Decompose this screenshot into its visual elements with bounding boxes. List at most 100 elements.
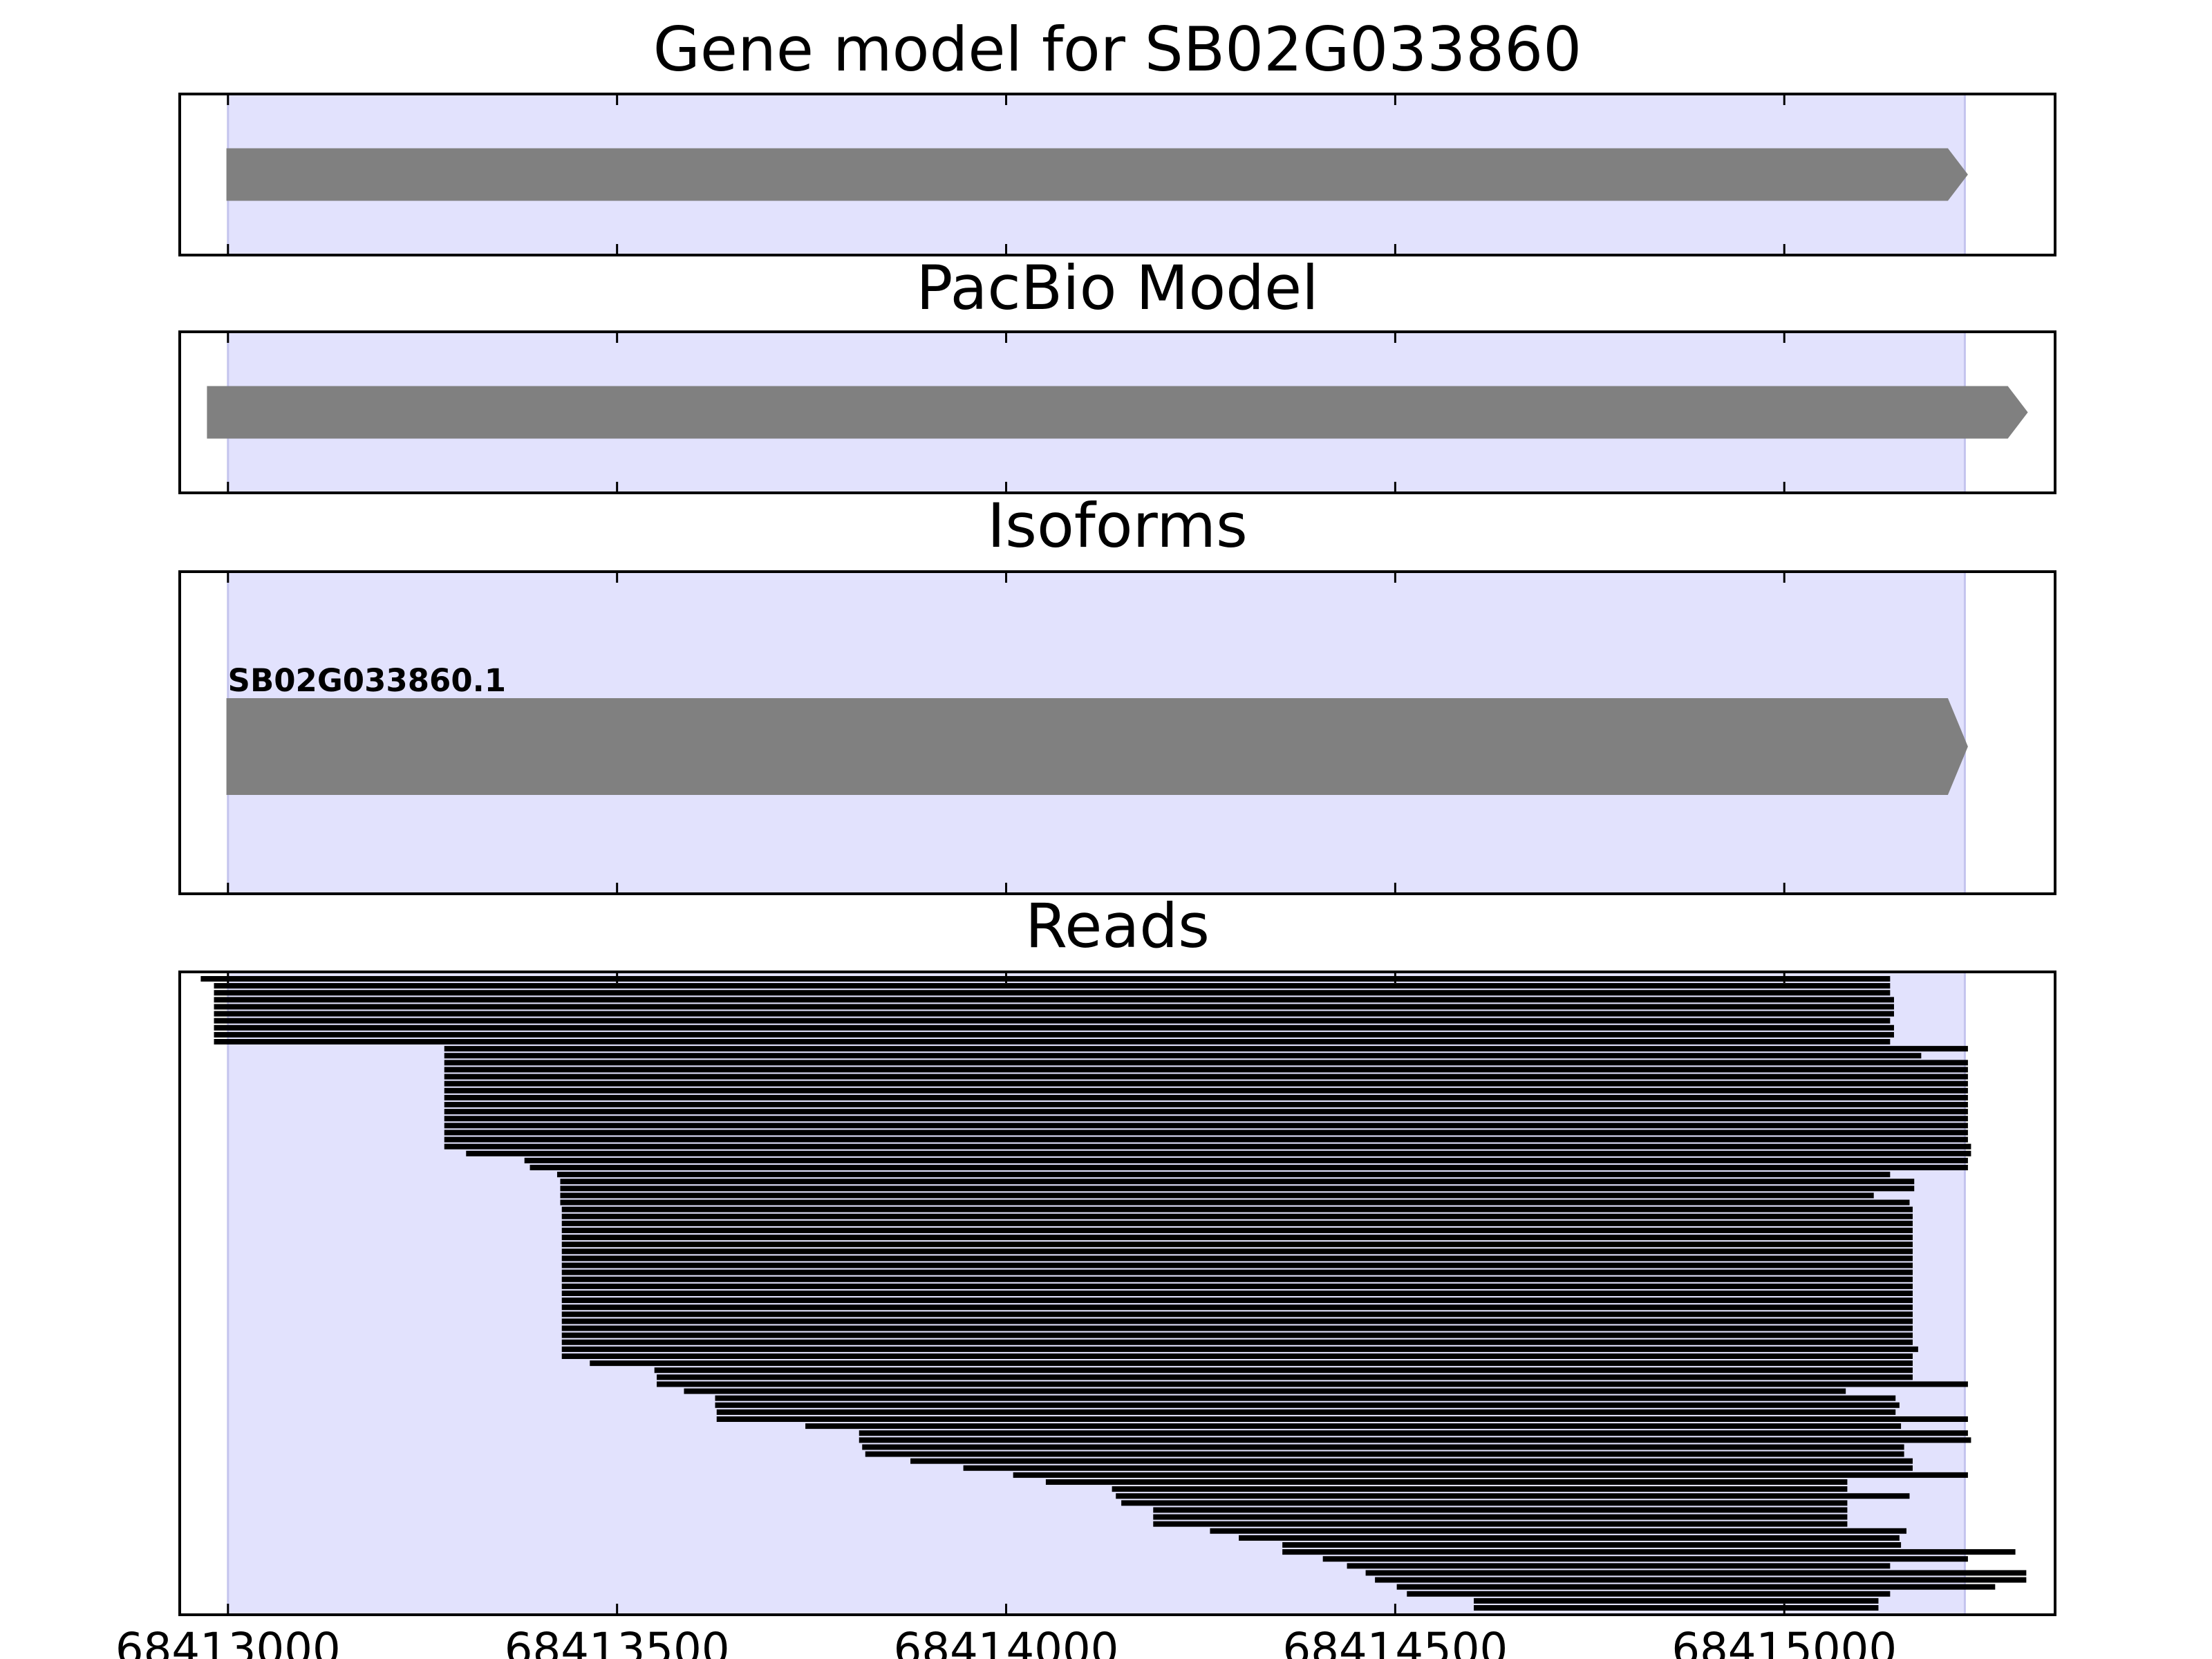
read	[1116, 1493, 1910, 1499]
read	[444, 1094, 1968, 1100]
read	[657, 1381, 1968, 1387]
gene-feature	[207, 386, 2028, 439]
read	[561, 1206, 1913, 1212]
read	[444, 1130, 1968, 1136]
read	[560, 1199, 1910, 1206]
read	[862, 1444, 1904, 1450]
read	[444, 1087, 1968, 1094]
isoform-label: SB02G033860.1	[228, 662, 507, 699]
panel-title: PacBio Model	[916, 252, 1318, 324]
read	[1396, 1584, 1996, 1590]
read	[214, 1024, 1894, 1031]
read	[654, 1367, 1913, 1374]
read	[1239, 1535, 1900, 1541]
read	[1210, 1528, 1906, 1534]
read	[444, 1046, 1968, 1052]
x-tick-label: 68415000	[1671, 1624, 1897, 1659]
read	[561, 1297, 1913, 1304]
read	[859, 1437, 1971, 1443]
read	[1365, 1570, 2027, 1576]
read	[1153, 1507, 1848, 1513]
read	[910, 1458, 1913, 1464]
x-tick-label: 68414000	[894, 1624, 1119, 1659]
read	[444, 1053, 1922, 1059]
read	[214, 1011, 1894, 1017]
read	[716, 1416, 1968, 1422]
x-tick-label: 68413500	[505, 1624, 730, 1659]
read	[805, 1423, 1902, 1430]
panel-title: Gene model for SB02G033860	[653, 14, 1582, 85]
read	[859, 1430, 1968, 1436]
read	[1347, 1563, 1891, 1569]
read	[444, 1109, 1968, 1115]
read	[444, 1116, 1968, 1122]
read	[529, 1165, 1968, 1170]
panel-frame	[178, 93, 2056, 256]
read	[590, 1360, 1913, 1367]
read	[1322, 1556, 1968, 1562]
read	[561, 1255, 1913, 1262]
read	[200, 976, 1891, 982]
read	[444, 1136, 1968, 1143]
read	[560, 1192, 1874, 1199]
read	[214, 983, 1891, 989]
read	[561, 1291, 1913, 1296]
read	[1407, 1591, 1891, 1597]
read	[1013, 1472, 1968, 1478]
read	[561, 1248, 1913, 1255]
read	[444, 1060, 1968, 1066]
read	[684, 1388, 1846, 1394]
read	[214, 1004, 1894, 1010]
read	[1045, 1479, 1848, 1485]
read	[560, 1185, 1915, 1192]
read	[214, 1018, 1891, 1024]
read	[466, 1150, 1971, 1156]
read	[963, 1465, 1913, 1471]
panel-frame	[178, 971, 2056, 1616]
x-tick-label: 68414500	[1283, 1624, 1508, 1659]
read	[444, 1102, 1968, 1107]
read	[1474, 1605, 1879, 1611]
read	[1474, 1597, 1879, 1604]
read	[715, 1402, 1900, 1408]
read	[561, 1276, 1913, 1282]
read	[657, 1374, 1913, 1380]
read	[560, 1179, 1915, 1185]
read	[561, 1332, 1913, 1338]
read	[561, 1262, 1913, 1268]
read	[444, 1080, 1968, 1087]
read	[1282, 1542, 1902, 1548]
read	[561, 1269, 1913, 1275]
read	[561, 1346, 1918, 1352]
read	[561, 1339, 1913, 1345]
read	[1112, 1486, 1848, 1492]
read	[865, 1451, 1904, 1457]
read	[444, 1067, 1968, 1073]
read	[1153, 1521, 1848, 1527]
gene-feature	[226, 148, 1968, 201]
read	[716, 1409, 1896, 1415]
read	[561, 1241, 1913, 1248]
read	[561, 1220, 1913, 1226]
read	[1375, 1577, 2027, 1583]
read	[561, 1213, 1913, 1219]
panel-title: Reads	[1025, 890, 1210, 962]
read	[561, 1311, 1913, 1318]
read	[1121, 1500, 1848, 1506]
panel-frame	[178, 330, 2056, 494]
read	[524, 1157, 1968, 1163]
read	[561, 1228, 1913, 1233]
read	[561, 1235, 1913, 1241]
panel-title: Isoforms	[987, 490, 1248, 561]
read	[214, 1031, 1894, 1038]
read	[561, 1318, 1913, 1324]
read	[715, 1395, 1896, 1401]
x-tick-label: 68413000	[115, 1624, 341, 1659]
read	[444, 1123, 1968, 1129]
read	[444, 1074, 1968, 1080]
read	[1153, 1514, 1848, 1520]
read	[214, 997, 1894, 1003]
read	[561, 1304, 1913, 1311]
read	[561, 1325, 1913, 1331]
